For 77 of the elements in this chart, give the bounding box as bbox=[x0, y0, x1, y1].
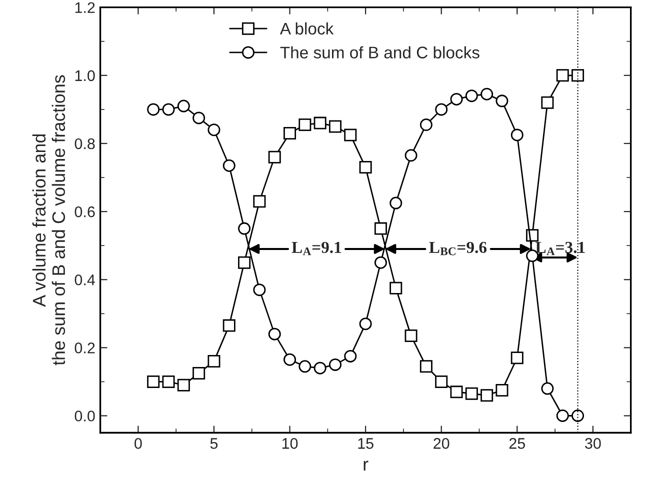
point bbox=[253, 284, 266, 296]
y-tick-label: 0.4 bbox=[74, 274, 95, 286]
point bbox=[222, 159, 236, 172]
point bbox=[162, 103, 175, 116]
point bbox=[465, 387, 478, 400]
point bbox=[268, 150, 281, 164]
point bbox=[420, 360, 432, 373]
y-tick-label: 0.8 bbox=[74, 138, 95, 150]
point bbox=[435, 375, 448, 388]
point bbox=[374, 222, 387, 235]
x-tick-label: 20 bbox=[434, 438, 450, 449]
legend-label: The sum of B and C blocks bbox=[280, 46, 480, 58]
point bbox=[147, 375, 160, 388]
point bbox=[541, 96, 554, 109]
point bbox=[374, 256, 387, 269]
x-tick-label: 30 bbox=[585, 438, 601, 449]
point bbox=[177, 100, 190, 112]
x-tick-label: 10 bbox=[282, 438, 298, 449]
point bbox=[496, 94, 508, 108]
annotation: L$_{BC}$=9.6 bbox=[429, 242, 487, 256]
point bbox=[572, 69, 584, 82]
point bbox=[344, 350, 357, 362]
point bbox=[541, 382, 554, 395]
y-tick-label: 1.0 bbox=[75, 70, 95, 82]
point bbox=[556, 409, 569, 422]
point bbox=[510, 128, 524, 142]
point bbox=[465, 90, 478, 102]
annotation: L$_{A}$=3.1 bbox=[535, 242, 585, 256]
point bbox=[359, 318, 372, 330]
point bbox=[344, 128, 357, 142]
x-tick-label: 25 bbox=[509, 438, 525, 449]
point bbox=[238, 256, 251, 269]
point bbox=[404, 330, 418, 342]
annotation: L$_{A}$=9.1 bbox=[292, 242, 342, 256]
y-tick-label: 0.0 bbox=[74, 410, 95, 422]
point bbox=[314, 362, 326, 374]
y-tick-label: 0.6 bbox=[74, 206, 95, 218]
point bbox=[404, 149, 418, 162]
point bbox=[328, 358, 342, 371]
point bbox=[496, 384, 508, 396]
point bbox=[390, 196, 402, 210]
point bbox=[572, 409, 584, 422]
point bbox=[556, 69, 569, 82]
point bbox=[450, 92, 463, 106]
point bbox=[450, 386, 463, 398]
y-tick-label: 1.2 bbox=[75, 2, 95, 13]
x-tick-label: 15 bbox=[358, 438, 374, 449]
point bbox=[253, 195, 266, 208]
point bbox=[420, 118, 432, 132]
legend-label: A block bbox=[280, 22, 334, 35]
point bbox=[162, 375, 175, 388]
point bbox=[298, 118, 312, 132]
point bbox=[192, 112, 206, 124]
point bbox=[192, 366, 206, 380]
point bbox=[208, 355, 220, 368]
point bbox=[328, 120, 342, 133]
point bbox=[268, 328, 281, 340]
x-axis-title: r bbox=[364, 460, 368, 471]
point bbox=[284, 127, 296, 140]
point bbox=[359, 161, 372, 174]
point bbox=[510, 352, 524, 364]
x-tick-label: 5 bbox=[210, 438, 218, 449]
point bbox=[435, 103, 448, 116]
point bbox=[208, 124, 220, 136]
point bbox=[284, 353, 296, 366]
y-tick-label: 0.2 bbox=[74, 342, 95, 354]
point bbox=[238, 222, 251, 235]
point bbox=[147, 103, 160, 116]
point bbox=[480, 389, 494, 402]
x-tick-label: 0 bbox=[134, 438, 142, 449]
point bbox=[222, 319, 236, 332]
point bbox=[298, 360, 312, 373]
point bbox=[177, 378, 190, 392]
point bbox=[480, 88, 494, 100]
y-axis-title: A volume fraction and the sum of B and C volume fractions bbox=[32, 75, 66, 366]
point bbox=[390, 282, 402, 294]
point bbox=[314, 116, 326, 130]
